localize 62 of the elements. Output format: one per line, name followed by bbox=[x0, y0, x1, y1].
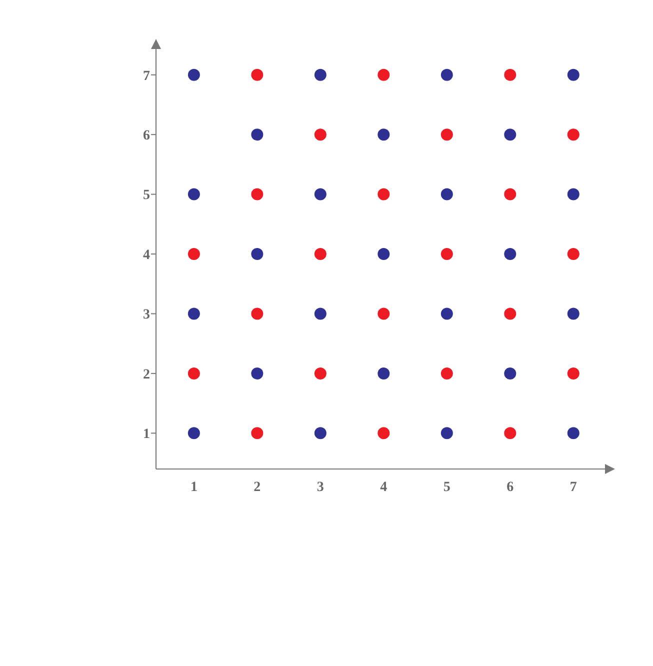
point bbox=[251, 188, 264, 200]
point bbox=[440, 128, 453, 141]
point bbox=[440, 367, 453, 380]
point bbox=[314, 248, 326, 260]
point bbox=[567, 427, 580, 440]
point bbox=[440, 188, 453, 200]
point bbox=[567, 367, 580, 380]
point bbox=[314, 188, 326, 200]
point bbox=[567, 308, 580, 320]
point bbox=[188, 427, 200, 440]
point bbox=[251, 128, 264, 141]
y-tick-label: 2 bbox=[143, 367, 150, 382]
y-tick-label: 6 bbox=[143, 128, 150, 144]
point bbox=[567, 248, 580, 260]
point bbox=[378, 427, 390, 440]
point bbox=[440, 248, 453, 260]
point bbox=[504, 248, 516, 260]
point bbox=[440, 308, 453, 320]
point bbox=[188, 308, 200, 320]
y-tick-label: 5 bbox=[143, 188, 150, 204]
point bbox=[440, 427, 453, 440]
point bbox=[378, 188, 390, 200]
point bbox=[314, 427, 326, 440]
point bbox=[251, 367, 264, 380]
y-tick-label: 4 bbox=[143, 248, 150, 263]
point bbox=[314, 68, 326, 81]
x-tick-label: 5 bbox=[443, 480, 450, 495]
point bbox=[378, 248, 390, 260]
x-tick-label: 7 bbox=[570, 480, 577, 495]
point bbox=[567, 188, 580, 200]
point bbox=[378, 68, 390, 81]
point bbox=[504, 188, 516, 200]
point bbox=[314, 128, 326, 141]
point bbox=[251, 308, 264, 320]
point bbox=[504, 367, 516, 380]
point bbox=[314, 308, 326, 320]
x-tick-label: 1 bbox=[190, 480, 198, 495]
point bbox=[378, 128, 390, 141]
x-tick-label: 6 bbox=[506, 480, 514, 495]
point bbox=[188, 248, 200, 260]
point bbox=[378, 308, 390, 320]
point bbox=[567, 68, 580, 81]
point bbox=[251, 68, 264, 81]
point bbox=[440, 68, 453, 81]
point bbox=[314, 367, 326, 380]
point bbox=[188, 188, 200, 200]
point bbox=[188, 367, 200, 380]
y-tick-label: 1 bbox=[143, 427, 150, 442]
x-tick-label: 3 bbox=[316, 480, 324, 495]
point bbox=[504, 308, 516, 320]
point bbox=[504, 68, 516, 81]
y-tick-label: 7 bbox=[143, 68, 150, 84]
point bbox=[567, 128, 580, 141]
point bbox=[504, 427, 516, 440]
point bbox=[251, 248, 264, 260]
point bbox=[251, 427, 264, 440]
x-tick-label: 2 bbox=[254, 480, 261, 495]
point bbox=[504, 128, 516, 141]
point bbox=[378, 367, 390, 380]
x-tick-label: 4 bbox=[380, 480, 388, 495]
y-tick-label: 3 bbox=[143, 308, 150, 323]
point bbox=[188, 68, 200, 81]
